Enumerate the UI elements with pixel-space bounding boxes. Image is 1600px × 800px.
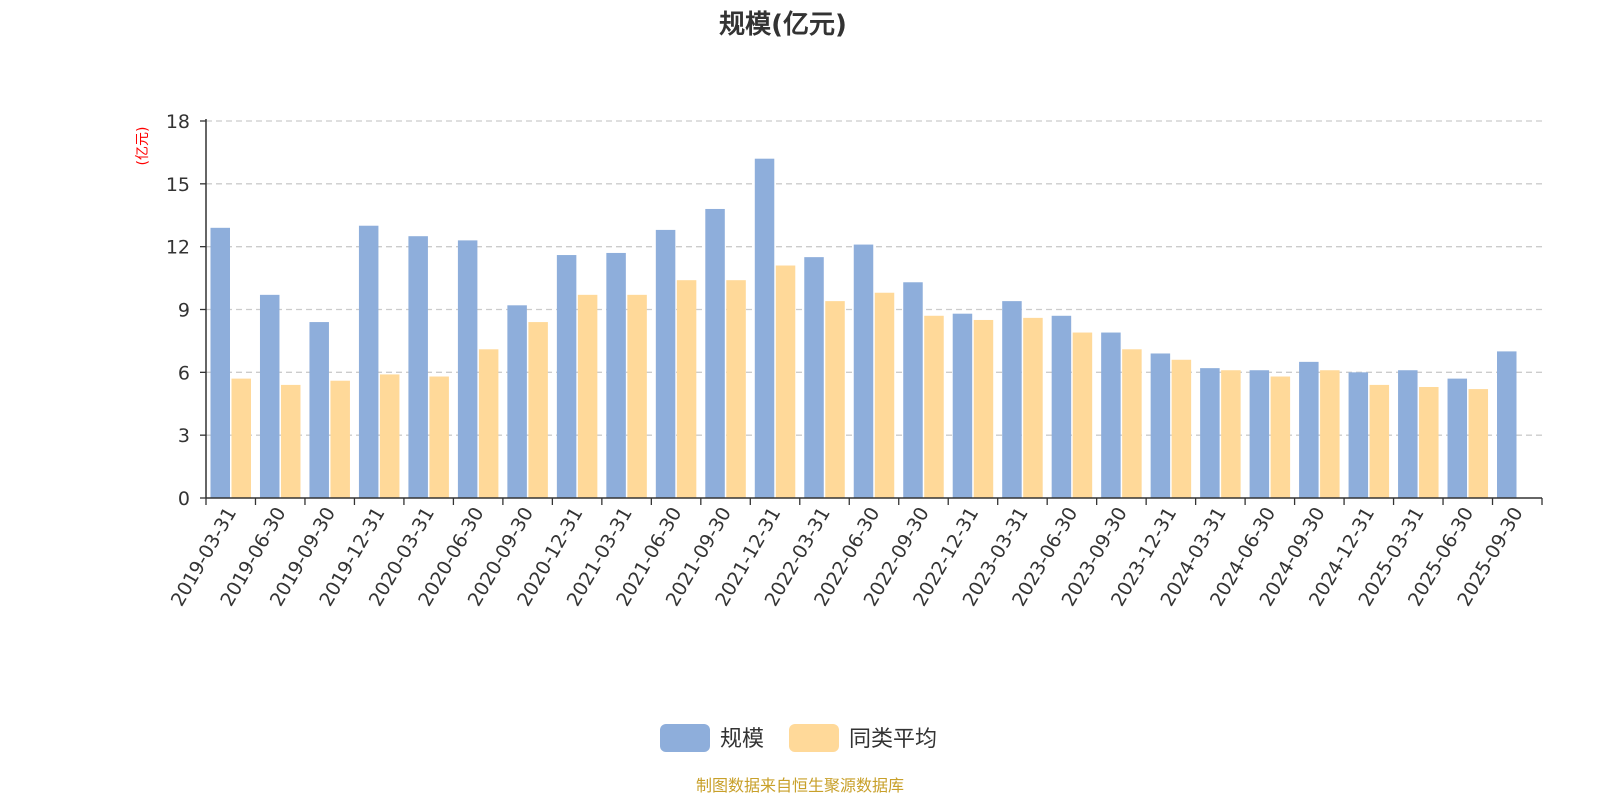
bar-scale [1447, 378, 1468, 498]
y-tick-label: 18 [166, 111, 190, 133]
y-tick-label: 12 [166, 237, 190, 259]
x-tick-labels: 2019-03-312019-06-302019-09-302019-12-31… [167, 504, 1528, 611]
bar-peer-average [973, 319, 994, 498]
bar-peer-average [627, 294, 647, 498]
bar-scale [1398, 370, 1418, 498]
bar-peer-average [528, 322, 548, 498]
bar-peer-average [1320, 370, 1340, 498]
bar-scale [804, 257, 824, 498]
bar-peer-average [1468, 389, 1489, 498]
bar-peer-average [775, 265, 796, 498]
legend-label: 规模 [720, 727, 764, 752]
bar-peer-average [874, 292, 895, 498]
bar-peer-average [1171, 359, 1192, 498]
bar-scale [507, 305, 527, 498]
bar-scale [1348, 372, 1369, 498]
bar-scale [1200, 368, 1220, 498]
bar-scale [754, 158, 775, 498]
bar-peer-average [924, 315, 944, 498]
bar-scale [556, 255, 577, 498]
bar-scale [952, 313, 973, 498]
bar-peer-average [429, 376, 449, 498]
bar-scale [1101, 332, 1121, 498]
bar-scale [1299, 361, 1319, 498]
chart-title: 规模(亿元) [719, 10, 847, 40]
bar-scale [1150, 353, 1171, 498]
bar-scale [309, 322, 329, 498]
bar-peer-average [1221, 370, 1241, 498]
bar-peer-average [379, 374, 400, 498]
legend-swatch [789, 724, 839, 752]
y-tick-label: 15 [166, 174, 190, 196]
bar-peer-average [726, 280, 746, 498]
bar-peer-average [1270, 376, 1291, 498]
bar-peer-average [825, 301, 845, 498]
bar-scale [408, 236, 428, 498]
bar-scale [1497, 351, 1517, 498]
legend: 规模 同类平均 [660, 724, 937, 752]
bar-scale [1051, 315, 1072, 498]
y-tick-label: 3 [178, 425, 190, 447]
bar-peer-average [676, 280, 697, 498]
bar-scale [457, 240, 478, 498]
axes [205, 119, 1543, 505]
bar-peer-average [577, 294, 598, 498]
bars [210, 158, 1517, 499]
y-tick-labels: 0 3 6 9 12 15 18 [166, 111, 206, 510]
bar-scale [358, 225, 379, 498]
bar-scale [1249, 370, 1270, 498]
bar-peer-average [1369, 384, 1390, 498]
bar-peer-average [1072, 332, 1093, 498]
bar-scale [1002, 301, 1022, 498]
bar-scale [853, 244, 874, 498]
bar-peer-average [478, 349, 499, 498]
legend-label: 同类平均 [849, 727, 937, 752]
y-tick-label: 6 [178, 362, 190, 384]
bar-scale [210, 227, 230, 499]
bar-scale [903, 282, 923, 498]
bar-peer-average [330, 380, 350, 498]
bar-scale [705, 208, 725, 498]
bar-scale [655, 229, 676, 498]
bar-peer-average [231, 378, 251, 498]
bar-peer-average [1419, 386, 1439, 498]
y-axis-unit-label: (亿元) [135, 127, 151, 166]
grid-lines [206, 120, 1542, 436]
bar-peer-average [1122, 349, 1142, 498]
legend-swatch [660, 724, 710, 752]
bar-peer-average [1023, 317, 1043, 498]
source-note: 制图数据来自恒生聚源数据库 [696, 776, 904, 795]
y-tick-label: 9 [178, 300, 190, 322]
bar-scale [606, 252, 626, 498]
y-tick-label: 0 [178, 488, 190, 510]
bar-peer-average [280, 384, 301, 498]
bar-scale [259, 294, 280, 498]
